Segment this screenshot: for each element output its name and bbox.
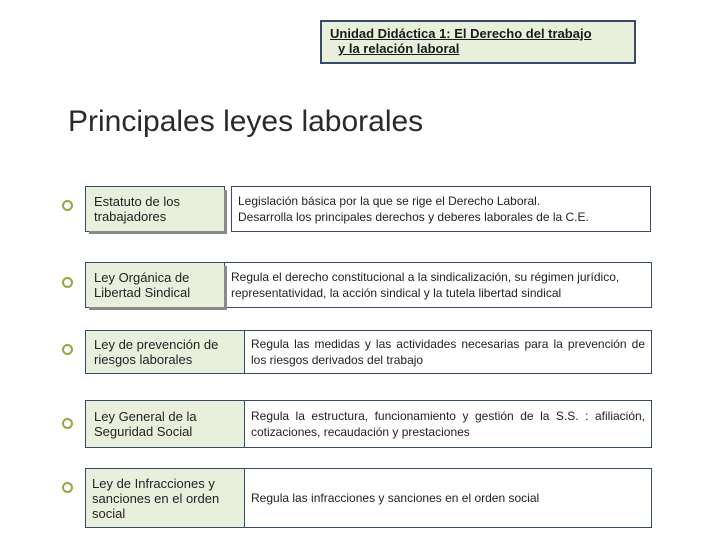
- law-name: Ley Orgánica de Libertad Sindical: [94, 270, 216, 300]
- law-name-cell: Ley General de la Seguridad Social: [85, 400, 245, 448]
- law-desc-cell: Regula las medidas y las actividades nec…: [244, 330, 652, 374]
- law-row: Ley General de la Seguridad Social Regul…: [85, 400, 652, 448]
- law-desc: Regula la estructura, funcionamiento y g…: [251, 408, 645, 440]
- law-name: Ley General de la Seguridad Social: [94, 409, 236, 439]
- law-name-cell: Ley de prevención de riesgos laborales: [85, 330, 245, 374]
- law-row: Ley de Infracciones y sanciones en el or…: [85, 468, 652, 528]
- page-title: Principales leyes laborales: [68, 105, 423, 139]
- law-name-cell: Ley de Infracciones y sanciones en el or…: [85, 468, 245, 528]
- bullet-icon: [62, 482, 73, 493]
- law-desc-cell: Legislación básica por la que se rige el…: [231, 186, 651, 232]
- bullet-icon: [62, 277, 73, 288]
- law-name-cell: Estatuto de los trabajadores: [85, 186, 225, 232]
- law-desc-line: Legislación básica por la que se rige el…: [238, 193, 644, 209]
- law-desc-line: Desarrolla los principales derechos y de…: [238, 209, 644, 225]
- bullet-icon: [62, 418, 73, 429]
- bullet-icon: [62, 200, 73, 211]
- unit-header-line1: Unidad Didáctica 1: El Derecho del traba…: [330, 26, 626, 41]
- law-row: Ley de prevención de riesgos laborales R…: [85, 330, 652, 374]
- law-name: Ley de Infracciones y sanciones en el or…: [92, 476, 238, 521]
- law-name-cell: Ley Orgánica de Libertad Sindical: [85, 262, 225, 308]
- law-name: Ley de prevención de riesgos laborales: [94, 337, 236, 367]
- law-row: Ley Orgánica de Libertad Sindical Regula…: [85, 262, 652, 308]
- law-desc: Regula el derecho constitucional a la si…: [231, 269, 645, 301]
- law-desc-cell: Regula la estructura, funcionamiento y g…: [244, 400, 652, 448]
- law-name: Estatuto de los trabajadores: [94, 194, 216, 224]
- law-desc: Regula las medidas y las actividades nec…: [251, 336, 645, 368]
- law-row: Estatuto de los trabajadores Legislación…: [85, 186, 651, 232]
- unit-header-line2: y la relación laboral: [330, 41, 626, 56]
- law-desc-cell: Regula el derecho constitucional a la si…: [224, 262, 652, 308]
- bullet-icon: [62, 344, 73, 355]
- law-desc-cell: Regula las infracciones y sanciones en e…: [244, 468, 652, 528]
- unit-header-box: Unidad Didáctica 1: El Derecho del traba…: [320, 20, 636, 64]
- law-desc: Regula las infracciones y sanciones en e…: [251, 490, 645, 506]
